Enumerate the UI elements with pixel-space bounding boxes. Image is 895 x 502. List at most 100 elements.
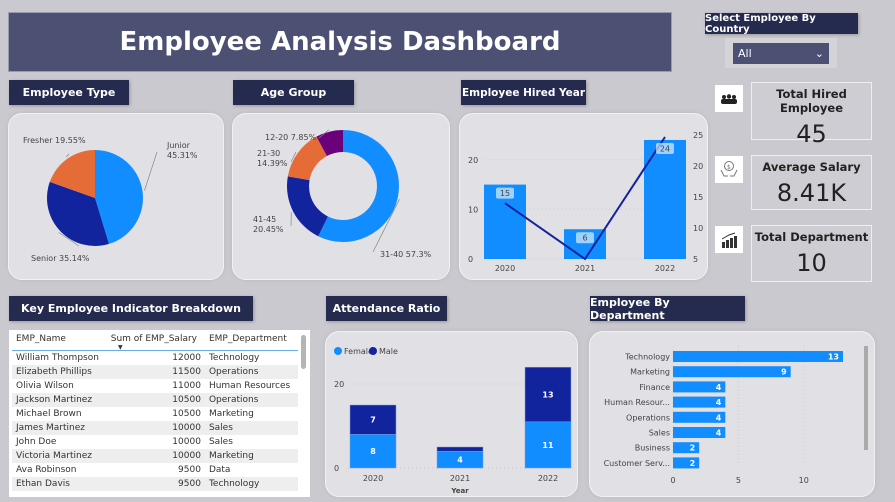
data-label: 9 [781,368,787,377]
y-right-tick: 5 [693,255,698,264]
employee-type-header: Employee Type [9,80,129,105]
country-dropdown[interactable]: All ⌄ [733,43,829,64]
y-right-tick: 10 [693,224,703,233]
x-axis-label: Year [450,487,469,495]
y-right-tick: 15 [693,193,703,202]
slice-label: Senior 35.14% [31,254,90,263]
x-tick: 10 [799,476,809,485]
x-tick: 0 [670,476,675,485]
data-label: 15 [500,189,510,198]
cell-name: Victoria Martinez [12,449,107,463]
x-tick: 2022 [538,474,558,483]
cell-salary: 9500 [107,477,205,491]
cell-salary: 11000 [107,379,205,393]
slice-label: 20.45% [253,225,284,234]
cell-salary: 10000 [107,421,205,435]
bar-department [673,442,699,453]
salary-hand-icon: $ [715,156,743,183]
category-label: Finance [639,383,670,392]
x-tick: 2022 [655,264,675,273]
attendance-header: Attendance Ratio [326,296,447,321]
kpi-label: Average Salary [752,160,871,174]
sort-desc-icon: ▼ [118,344,123,351]
cell-name: Jackson Martinez [12,393,107,407]
cell-salary: 9500 [107,463,205,477]
column-header-name[interactable]: EMP_Name [12,330,107,351]
slice-label: 14.39% [257,159,288,168]
x-tick: 2020 [495,264,515,273]
kpi-average-salary: Average Salary 8.41K [751,155,872,210]
country-dropdown-value: All [738,47,752,60]
y-left-tick: 20 [468,156,478,165]
legend-marker [369,347,377,355]
column-header-department[interactable]: EMP_Department [205,330,298,351]
legend-marker [334,347,342,355]
cell-name: Olivia Wilson [12,379,107,393]
bar-male-2021 [437,447,483,451]
y-left-tick: 10 [468,205,478,214]
cell-department: Sales [205,421,298,435]
department-scrollbar[interactable] [864,346,868,450]
kpi-value: 8.41K [752,179,871,207]
bar-growth-icon [715,226,743,253]
legend-label: Male [379,347,398,356]
people-icon [715,85,743,112]
x-tick: 2020 [363,474,383,483]
cell-department: Technology [205,351,298,365]
cell-name: Ethan Davis [12,477,107,491]
y-right-tick: 25 [693,131,703,140]
cell-department: Human Resources [205,379,298,393]
slice-41-45 [287,176,328,236]
chevron-down-icon: ⌄ [815,47,824,60]
y-left-tick: 0 [468,255,473,264]
cell-salary: 10000 [107,435,205,449]
bar-department [673,351,843,362]
x-tick: 5 [736,476,741,485]
data-label: 24 [660,144,670,153]
svg-text:$: $ [727,164,731,171]
cell-salary: 11500 [107,365,205,379]
data-label: 11 [542,441,554,450]
kpi-label: Total Department [752,230,871,244]
bar-department [673,457,699,468]
table-scrollbar[interactable] [301,335,306,369]
data-label: 13 [828,353,839,362]
cell-name: Elizabeth Phillips [12,365,107,379]
kpi-label: Total Hired Employee [752,87,871,115]
cell-department: Operations [205,393,298,407]
country-filter-label: Select Employee By Country [705,13,858,34]
leader-line [144,152,157,191]
column-header-salary-label: Sum of EMP_Salary [111,334,197,344]
data-label: 4 [716,429,722,438]
cell-name: William Thompson [12,351,107,365]
data-label: 13 [542,391,553,400]
cell-name: Ava Robinson [12,463,107,477]
column-header-salary[interactable]: Sum of EMP_Salary▼ [107,330,205,351]
cell-department: Data [205,463,298,477]
category-label: Marketing [630,368,670,377]
category-label: Customer Serv... [604,459,670,468]
slice-label: 31-40 57.3% [380,250,432,259]
data-label: 4 [716,413,722,422]
